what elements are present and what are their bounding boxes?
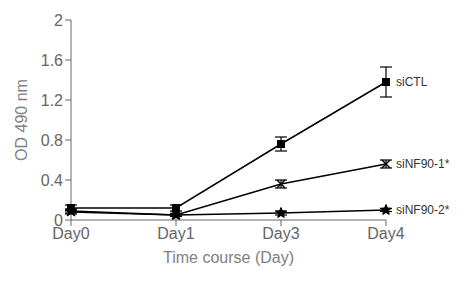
svg-text:siNF90-1*: siNF90-1* [396, 157, 450, 171]
svg-text:Day4: Day4 [367, 225, 404, 242]
svg-text:2: 2 [54, 12, 63, 29]
svg-text:0: 0 [54, 212, 63, 229]
svg-text:1.6: 1.6 [41, 52, 63, 69]
svg-text:1.2: 1.2 [41, 92, 63, 109]
svg-text:OD 490 nm: OD 490 nm [13, 79, 30, 161]
svg-text:Day0: Day0 [52, 225, 90, 243]
svg-text:0.4: 0.4 [41, 172, 63, 189]
svg-text:Time course (Day): Time course (Day) [163, 249, 294, 266]
svg-text:siNF90-2*: siNF90-2* [396, 203, 450, 217]
svg-text:Day3: Day3 [262, 225, 299, 242]
svg-text:siCTL: siCTL [396, 75, 428, 89]
svg-text:Day1: Day1 [157, 225, 194, 242]
svg-text:0.8: 0.8 [41, 132, 63, 149]
